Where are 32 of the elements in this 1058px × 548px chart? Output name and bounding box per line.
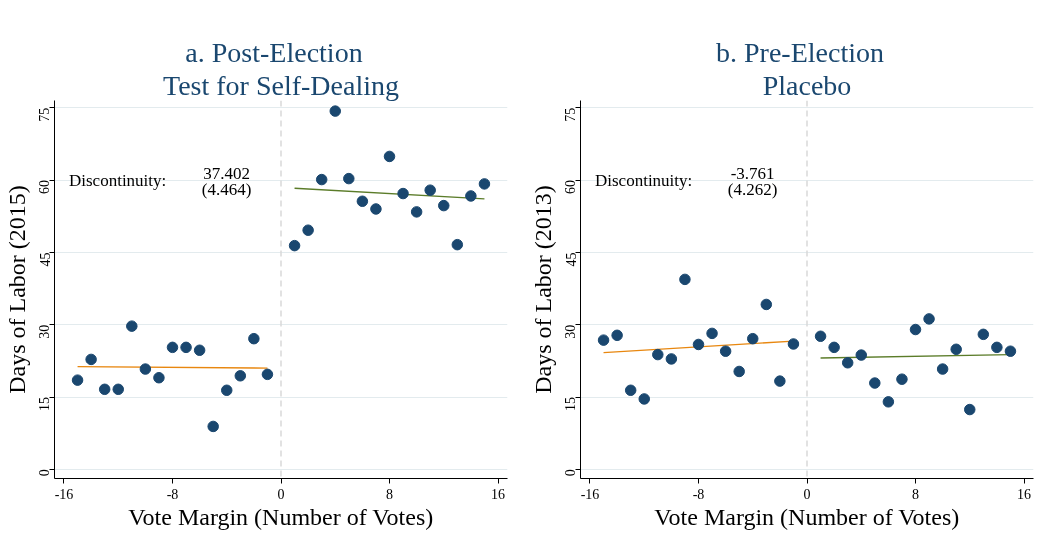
x-axis-title: Vote Margin (Number of Votes) bbox=[654, 503, 960, 530]
x-axis-title: Vote Margin (Number of Votes) bbox=[128, 503, 434, 530]
y-tick-label: 60 bbox=[37, 180, 53, 195]
y-tick-label: 45 bbox=[37, 252, 53, 267]
y-tick-label: 15 bbox=[563, 397, 579, 412]
y-tick-label: 0 bbox=[563, 469, 579, 477]
y-tick-label: 75 bbox=[37, 107, 53, 122]
y-tick-label: 60 bbox=[563, 180, 579, 195]
y-tick-label: 30 bbox=[563, 324, 579, 339]
x-tick-label: 0 bbox=[803, 486, 811, 502]
y-tick-label: 45 bbox=[563, 252, 579, 267]
x-tick-label: 16 bbox=[1017, 486, 1032, 502]
y-tick-label: 75 bbox=[563, 107, 579, 122]
annotation: Discontinuity: bbox=[69, 170, 167, 190]
y-axis-title: Days of Labor (2015) bbox=[3, 185, 30, 394]
x-tick-label: -16 bbox=[580, 486, 600, 502]
x-tick-label: 0 bbox=[277, 486, 285, 502]
chart-subtitle: Placebo bbox=[762, 69, 852, 101]
y-tick-label: 15 bbox=[37, 397, 53, 412]
y-axis-title: Days of Labor (2013) bbox=[529, 185, 556, 394]
annotation: Discontinuity: bbox=[595, 170, 693, 190]
y-tick-label: 0 bbox=[37, 469, 53, 477]
chart-title: a. Post-Election bbox=[185, 36, 363, 68]
chart-subtitle: Test for Self-Dealing bbox=[163, 69, 399, 101]
x-tick-label: 16 bbox=[491, 486, 506, 502]
chart-title: b. Pre-Election bbox=[716, 36, 884, 68]
x-tick-label: 8 bbox=[912, 486, 919, 502]
x-tick-label: 8 bbox=[386, 486, 393, 502]
x-tick-label: -8 bbox=[166, 486, 179, 502]
x-tick-label: -16 bbox=[54, 486, 74, 502]
x-tick-label: -8 bbox=[692, 486, 705, 502]
y-tick-label: 30 bbox=[37, 324, 53, 339]
